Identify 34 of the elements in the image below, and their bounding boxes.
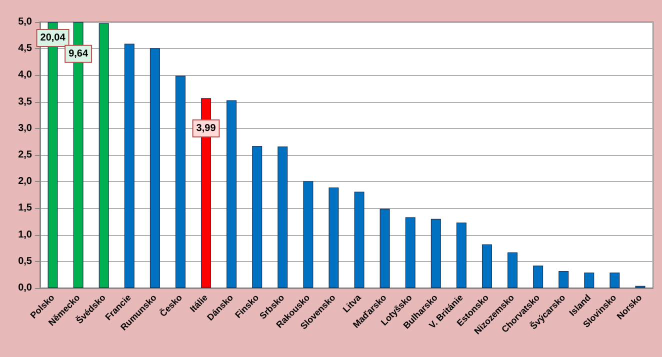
y-tick-label: 0,0 xyxy=(18,282,32,294)
bar xyxy=(150,48,160,288)
bar xyxy=(482,244,492,288)
y-tick-label: 5,0 xyxy=(18,16,32,28)
bar xyxy=(533,266,544,288)
bar xyxy=(405,217,416,288)
y-tick-label: 3,0 xyxy=(18,122,32,134)
bar xyxy=(584,272,594,288)
bar xyxy=(278,146,288,288)
bar xyxy=(456,222,466,288)
y-tick-label: 1,0 xyxy=(18,229,32,240)
bar xyxy=(303,181,314,288)
bar xyxy=(610,272,620,288)
y-tick-label: 0,5 xyxy=(18,256,32,267)
annotation: 3,99 xyxy=(196,122,216,134)
y-tick-label: 2,5 xyxy=(18,150,32,160)
bar xyxy=(328,187,339,288)
bar xyxy=(226,100,237,288)
y-tick-label: 3,5 xyxy=(18,96,32,108)
y-tick-label: 4,0 xyxy=(18,70,32,81)
y-tick-label: 1,5 xyxy=(18,202,32,214)
bar xyxy=(175,76,186,288)
bar xyxy=(558,270,569,288)
bar xyxy=(354,192,364,288)
bar xyxy=(380,208,390,288)
bar xyxy=(98,23,109,288)
annotation: 9,64 xyxy=(68,48,88,60)
bar xyxy=(252,146,262,288)
bar xyxy=(430,218,441,288)
y-tick-label: 2,0 xyxy=(18,176,32,188)
bar xyxy=(124,44,134,288)
bar xyxy=(508,252,518,288)
y-tick-label: 4,5 xyxy=(18,43,32,54)
annotation: 20,04 xyxy=(40,32,66,44)
